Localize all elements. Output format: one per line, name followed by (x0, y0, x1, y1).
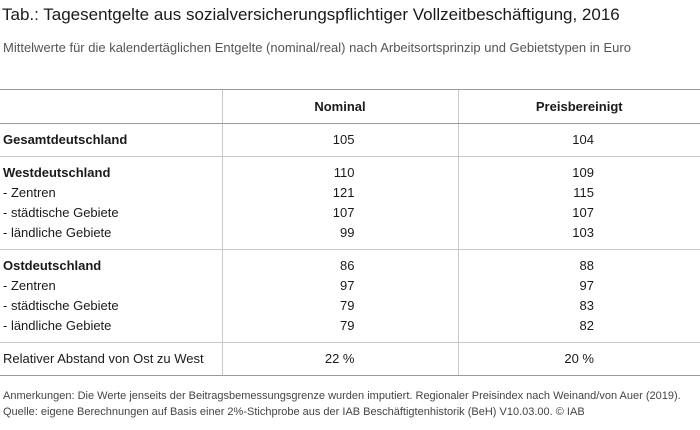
table-row: Ostdeutschland 86 88 (0, 249, 700, 276)
row-label: Relativer Abstand von Ost zu West (0, 342, 222, 376)
table-row: Westdeutschland 110 109 (0, 156, 700, 183)
footnotes: Anmerkungen: Die Werte jenseits der Beit… (3, 388, 681, 420)
table-title: Tab.: Tagesentgelte aus sozialversicheru… (2, 5, 620, 24)
row-label: Gesamtdeutschland (3, 132, 128, 147)
nominal-value: 99 (221, 223, 458, 250)
row-label: - ländliche Gebiete (3, 318, 112, 333)
nominal-value: 107 (221, 203, 458, 223)
preisbereinigt-value: 107 (457, 203, 700, 223)
table-row: - städtische Gebiete 79 83 (0, 296, 700, 316)
row-label: - Zentren (3, 278, 56, 293)
row-label: - städtische Gebiete (3, 298, 119, 313)
preisbereinigt-value: 88 (457, 249, 700, 276)
nominal-value: 121 (221, 183, 458, 203)
preisbereinigt-value: 109 (457, 156, 700, 183)
annotation-note: Anmerkungen: Die Werte jenseits der Beit… (3, 390, 681, 402)
preisbereinigt-value: 20 % (457, 342, 700, 376)
header-nominal: Nominal (221, 89, 458, 124)
row-label: - städtische Gebiete (3, 205, 119, 220)
row-label: Ostdeutschland (0, 249, 222, 276)
header-row: Nominal Preisbereinigt (0, 89, 700, 124)
table-row: - ländliche Gebiete 99 103 (0, 223, 700, 250)
table-row: Gesamtdeutschland 105 104 (0, 123, 700, 157)
table-row: - ländliche Gebiete 79 82 (0, 316, 700, 343)
preisbereinigt-value: 103 (457, 223, 700, 250)
preisbereinigt-value: 83 (457, 296, 700, 316)
nominal-value: 79 (221, 296, 458, 316)
data-table: Nominal Preisbereinigt Gesamtdeutschland… (0, 89, 700, 376)
table-row: - städtische Gebiete 107 107 (0, 203, 700, 223)
nominal-value: 22 % (221, 342, 458, 376)
header-preisbereinigt: Preisbereinigt (457, 89, 700, 124)
preisbereinigt-value: 97 (457, 276, 700, 296)
header-label-cell (0, 89, 222, 124)
table-row: - Zentren 97 97 (0, 276, 700, 296)
nominal-value: 79 (221, 316, 458, 343)
preisbereinigt-value: 115 (457, 183, 700, 203)
nominal-value: 105 (221, 123, 458, 157)
nominal-value: 110 (221, 156, 458, 183)
table-row: Relativer Abstand von Ost zu West 22 % 2… (0, 342, 700, 376)
preisbereinigt-value: 82 (457, 316, 700, 343)
source-note: Quelle: eigene Berechnungen auf Basis ei… (3, 406, 585, 418)
table-subtitle: Mittelwerte für die kalendertäglichen En… (3, 40, 631, 55)
row-label: - ländliche Gebiete (3, 225, 112, 240)
nominal-value: 97 (221, 276, 458, 296)
row-label: - Zentren (3, 185, 56, 200)
preisbereinigt-value: 104 (457, 123, 700, 157)
nominal-value: 86 (221, 249, 458, 276)
row-label: Westdeutschland (0, 156, 222, 183)
table-row: - Zentren 121 115 (0, 183, 700, 203)
